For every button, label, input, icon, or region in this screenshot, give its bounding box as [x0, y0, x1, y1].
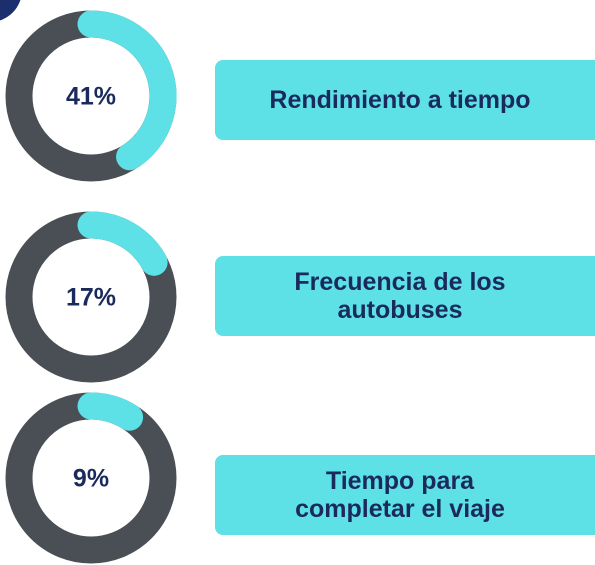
value-label: 9%: [73, 465, 109, 493]
donut-segment: [77, 392, 144, 431]
category-label: Frecuencia de los autobuses: [294, 268, 506, 324]
label-box: Tiempo para completar el viaje: [215, 455, 595, 535]
label-box: Rendimiento a tiempo: [215, 60, 595, 140]
corner-decoration: [0, 0, 21, 21]
donut-segment: [77, 211, 168, 276]
category-label: Rendimiento a tiempo: [269, 86, 531, 114]
category-label: Tiempo para completar el viaje: [295, 467, 505, 523]
label-box: Frecuencia de los autobuses: [215, 256, 595, 336]
value-label: 41%: [66, 83, 116, 111]
value-label: 17%: [66, 284, 116, 312]
donut-segment: [77, 10, 177, 171]
